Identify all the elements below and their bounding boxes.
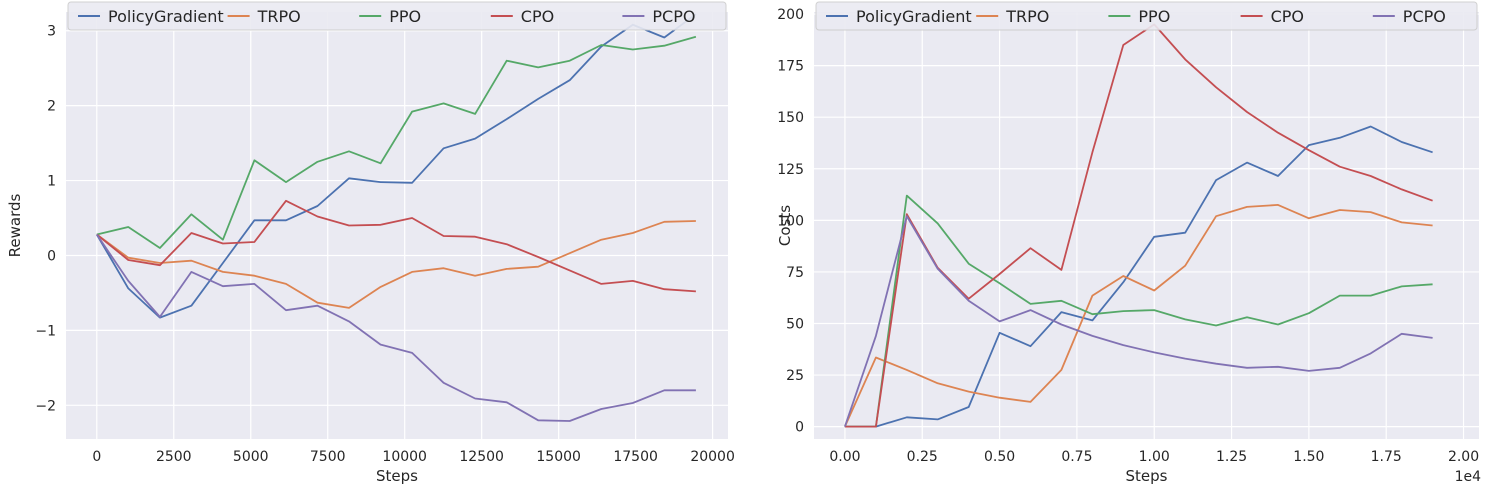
rewards-y-tick-label: 2 [47, 99, 56, 115]
rewards-x-axis-label: Steps [376, 467, 418, 485]
costs-y-tick-label: 0 [795, 420, 804, 436]
costs-y-tick-label: 175 [777, 59, 804, 75]
rewards-x-tick-label: 12500 [459, 449, 504, 465]
rewards-legend-label: PCPO [652, 7, 695, 26]
rewards-legend-label: CPO [521, 7, 554, 26]
costs-y-tick-label: 200 [777, 7, 804, 23]
costs-chart: 0.00 0.25 0.50 0.75 1.00 1.25 1.50 1.75 2.00 0 25… [776, 1, 1482, 485]
costs-x-axis-label: Steps [1126, 467, 1168, 485]
rewards-y-tick-label: 0 [47, 248, 56, 264]
rewards-x-tick-label: 5000 [233, 449, 269, 465]
costs-y-tick-label: 150 [777, 110, 804, 126]
costs-series-lines [844, 23, 1433, 428]
rewards-y-tick-label: 1 [47, 174, 56, 190]
costs-legend-label: PCPO [1403, 7, 1446, 26]
costs-legend-label: TRPO [1005, 7, 1049, 26]
rewards-legend-label: TRPO [257, 7, 301, 26]
costs-x-tick-label: 1.00 [1139, 449, 1170, 465]
rewards-legend-label: PPO [389, 7, 421, 26]
rewards-x-tick-label: 15000 [536, 449, 581, 465]
costs-series-policygradient [844, 125, 1433, 428]
rewards-y-tick-label: −2 [35, 398, 56, 414]
rewards-x-tick-label: 7500 [310, 449, 346, 465]
rewards-series-lines [96, 13, 697, 422]
costs-legend-label: CPO [1271, 7, 1304, 26]
costs-plot-area [814, 12, 1479, 439]
rewards-legend: PolicyGradient TRPO PPO CPO PCPO [67, 1, 727, 31]
rewards-series-cpo [96, 199, 696, 293]
rewards-y-axis-label: Rewards [6, 193, 24, 257]
rewards-x-tick-label: 17500 [613, 449, 658, 465]
rewards-series-pcpo [96, 233, 696, 422]
costs-x-offset-label: 1e4 [1455, 469, 1482, 485]
costs-legend: PolicyGradient TRPO PPO CPO PCPO [815, 1, 1478, 31]
rewards-x-ticks: 0 2500 5000 7500 10000 12500 15000 17500 20000 [92, 449, 735, 465]
costs-x-tick-label: 1.50 [1293, 449, 1324, 465]
rewards-grid [66, 12, 728, 439]
costs-x-tick-label: 0.25 [907, 449, 938, 465]
costs-x-tick-label: 2.00 [1448, 449, 1479, 465]
rewards-chart: 0 2500 5000 7500 10000 12500 15000 17500 20000 −… [6, 1, 735, 485]
costs-series-pcpo [844, 215, 1433, 427]
costs-legend-box [815, 1, 1478, 31]
rewards-series-trpo [96, 220, 696, 309]
costs-x-tick-label: 0.50 [984, 449, 1015, 465]
costs-y-tick-label: 75 [786, 265, 804, 281]
costs-grid [814, 12, 1479, 439]
rewards-plot-area [66, 12, 728, 439]
costs-y-ticks: 0 25 50 75 100 125 150 175 200 [777, 7, 804, 436]
rewards-y-tick-label: −1 [35, 323, 56, 339]
costs-x-tick-label: 0.75 [1061, 449, 1092, 465]
costs-x-tick-label: 1.75 [1371, 449, 1402, 465]
costs-x-tick-label: 1.25 [1216, 449, 1247, 465]
rewards-series-ppo [96, 35, 697, 249]
costs-x-ticks: 0.00 0.25 0.50 0.75 1.00 1.25 1.50 1.75 2.00 [829, 449, 1479, 465]
rewards-x-tick-label: 10000 [382, 449, 427, 465]
rewards-x-tick-label: 0 [92, 449, 101, 465]
costs-y-axis-label: Costs [776, 205, 794, 246]
costs-legend-label: PPO [1138, 7, 1170, 26]
rewards-y-ticks: −2 −1 0 1 2 3 [35, 24, 56, 415]
costs-y-tick-label: 25 [786, 368, 804, 384]
costs-series-ppo [844, 194, 1433, 428]
rewards-series-policygradient [96, 13, 697, 319]
rewards-y-tick-label: 3 [47, 24, 56, 40]
rewards-legend-label: PolicyGradient [108, 7, 224, 26]
costs-y-tick-label: 50 [786, 316, 804, 332]
rewards-legend-box [67, 1, 727, 31]
costs-legend-label: PolicyGradient [856, 7, 972, 26]
rewards-x-tick-label: 20000 [690, 449, 735, 465]
costs-x-tick-label: 0.00 [829, 449, 860, 465]
costs-y-tick-label: 125 [777, 162, 804, 178]
costs-y-tick-label: 100 [777, 213, 804, 229]
rewards-x-tick-label: 2500 [156, 449, 192, 465]
costs-series-trpo [844, 203, 1433, 427]
